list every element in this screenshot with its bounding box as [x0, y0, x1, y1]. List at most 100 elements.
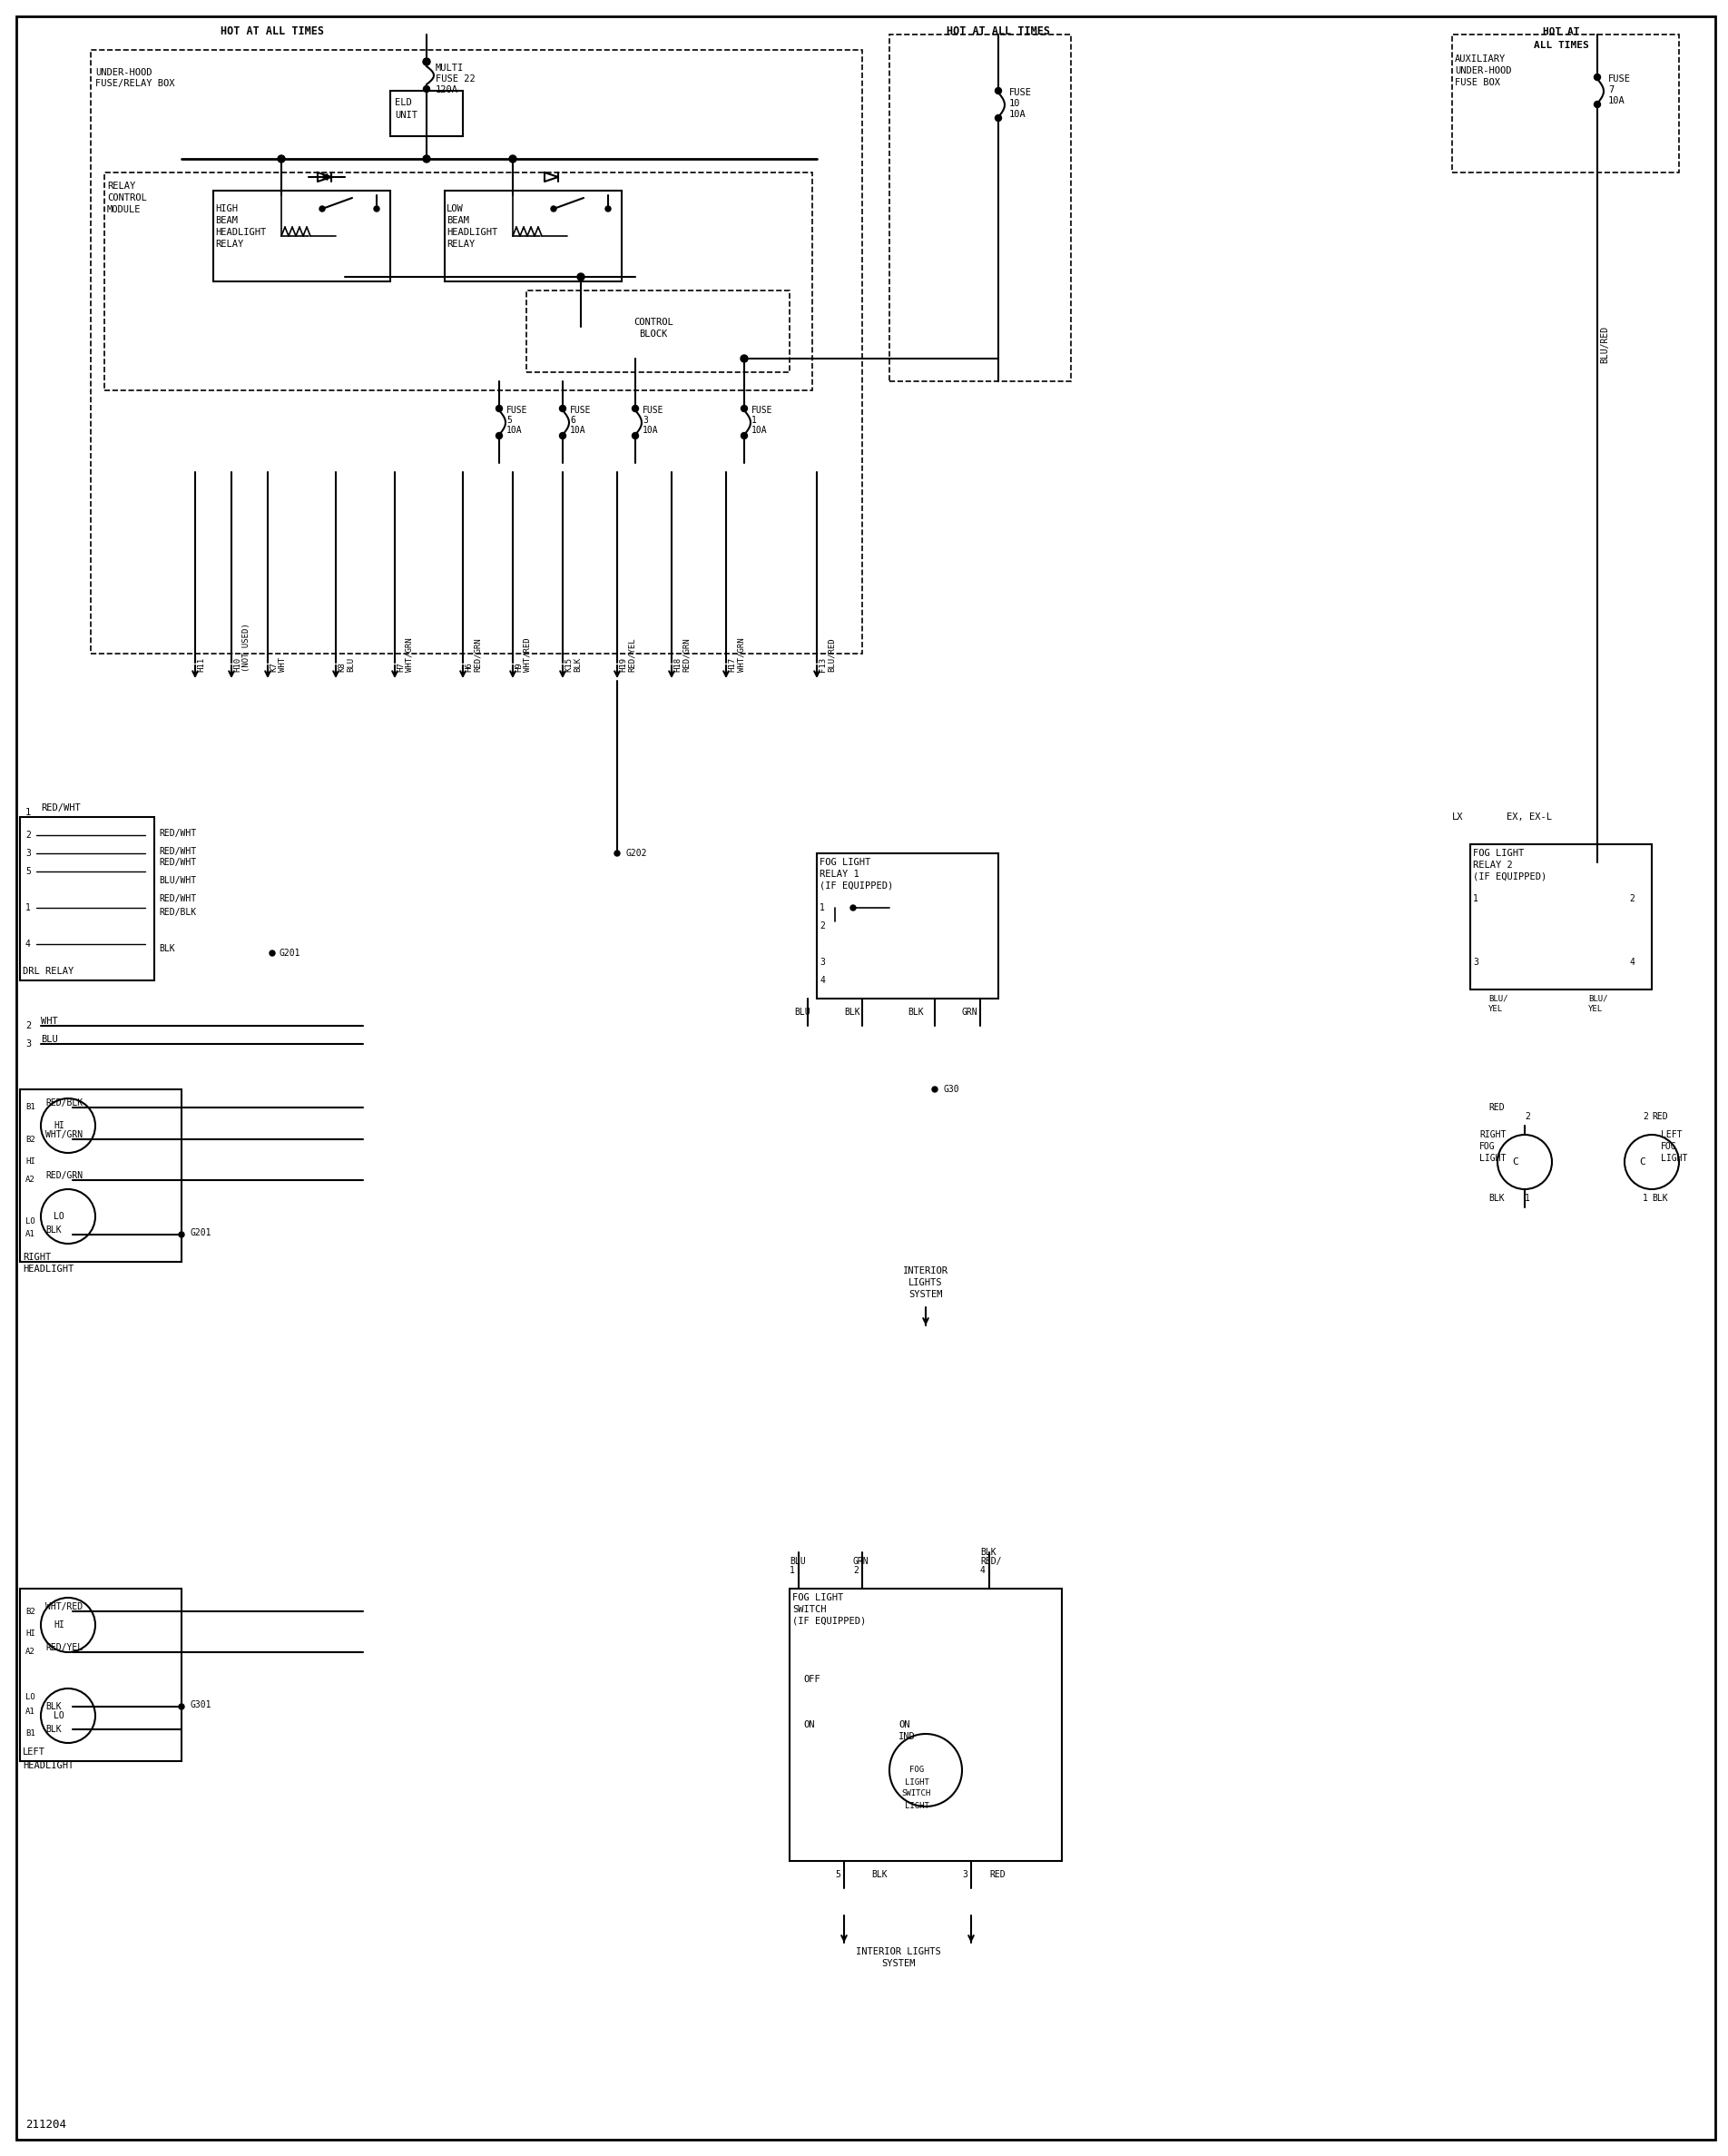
- Text: 4: 4: [819, 977, 824, 985]
- Text: 211204: 211204: [26, 2119, 66, 2130]
- Text: 3: 3: [26, 1039, 31, 1048]
- Text: INTERIOR LIGHTS: INTERIOR LIGHTS: [855, 1947, 942, 1955]
- Text: RED/YEL: RED/YEL: [627, 638, 636, 673]
- Text: 1: 1: [26, 808, 31, 817]
- Text: 5: 5: [835, 1869, 840, 1880]
- Text: FOG LIGHT: FOG LIGHT: [819, 858, 871, 867]
- Text: RED/WHT: RED/WHT: [159, 847, 197, 856]
- Text: FUSE: FUSE: [643, 405, 664, 414]
- Text: LIGHT: LIGHT: [904, 1802, 930, 1809]
- Text: HEADLIGHT: HEADLIGHT: [22, 1266, 74, 1274]
- Text: 3: 3: [643, 416, 648, 425]
- Text: LIGHT: LIGHT: [1661, 1153, 1688, 1162]
- Text: UNDER-HOOD: UNDER-HOOD: [95, 69, 152, 78]
- Text: 5: 5: [506, 416, 511, 425]
- Text: 1: 1: [1472, 895, 1479, 903]
- Text: FUSE 22: FUSE 22: [435, 75, 475, 84]
- Text: 10: 10: [1009, 99, 1021, 108]
- Text: RED/GRN: RED/GRN: [45, 1171, 83, 1179]
- Text: FOG: FOG: [909, 1766, 924, 1774]
- Text: H6: H6: [465, 662, 473, 673]
- Text: G301: G301: [190, 1701, 213, 1710]
- Text: YEL: YEL: [1588, 1005, 1604, 1013]
- Text: B1: B1: [26, 1104, 35, 1112]
- Text: 1: 1: [790, 1565, 795, 1576]
- Bar: [213, 190, 391, 282]
- Circle shape: [270, 951, 275, 955]
- Text: HIGH: HIGH: [214, 205, 238, 213]
- Circle shape: [577, 274, 584, 280]
- Text: ON: ON: [804, 1720, 814, 1729]
- Text: LX: LX: [1452, 813, 1464, 821]
- Text: RELAY: RELAY: [446, 239, 475, 248]
- Text: 10A: 10A: [570, 425, 586, 436]
- Text: BLK: BLK: [871, 1869, 886, 1880]
- Circle shape: [551, 207, 556, 211]
- Text: HOT AT ALL TIMES: HOT AT ALL TIMES: [947, 26, 1051, 37]
- Text: HI: HI: [54, 1121, 64, 1130]
- Text: RED/GRN: RED/GRN: [473, 638, 482, 673]
- Text: UNIT: UNIT: [394, 110, 418, 121]
- Circle shape: [178, 1703, 185, 1710]
- Text: RED/WHT: RED/WHT: [41, 804, 81, 813]
- Text: 3: 3: [1472, 957, 1479, 966]
- Text: RED/WHT: RED/WHT: [159, 858, 197, 867]
- Text: LO: LO: [26, 1692, 35, 1701]
- Text: HI: HI: [54, 1621, 64, 1630]
- Text: A2: A2: [26, 1647, 35, 1656]
- Circle shape: [605, 207, 610, 211]
- Text: AUXILIARY: AUXILIARY: [1455, 54, 1505, 63]
- Text: HOT AT: HOT AT: [1543, 28, 1579, 37]
- Text: DRL RELAY: DRL RELAY: [22, 966, 74, 977]
- Text: SYSTEM: SYSTEM: [881, 1960, 916, 1968]
- Bar: [790, 1589, 1061, 1861]
- Circle shape: [560, 433, 565, 440]
- Text: G201: G201: [190, 1229, 213, 1238]
- Text: WHT: WHT: [41, 1018, 57, 1026]
- Text: K15: K15: [565, 658, 572, 673]
- Text: FOG LIGHT: FOG LIGHT: [793, 1593, 843, 1602]
- Text: BLK: BLK: [45, 1225, 62, 1235]
- Text: RIGHT: RIGHT: [1479, 1130, 1507, 1138]
- Text: LO: LO: [26, 1216, 35, 1225]
- Text: 5: 5: [26, 867, 31, 875]
- Text: LEFT: LEFT: [22, 1749, 45, 1757]
- Text: (IF EQUIPPED): (IF EQUIPPED): [1472, 871, 1547, 880]
- Text: RED/: RED/: [980, 1557, 1002, 1565]
- Text: INTERIOR: INTERIOR: [904, 1266, 949, 1276]
- Text: WHT/RED: WHT/RED: [45, 1602, 83, 1611]
- Text: SWITCH: SWITCH: [793, 1604, 826, 1615]
- Text: B2: B2: [26, 1136, 35, 1143]
- Circle shape: [1595, 101, 1600, 108]
- Text: 4: 4: [1630, 957, 1635, 966]
- Text: BLK: BLK: [1488, 1194, 1505, 1203]
- Text: BLU/WHT: BLU/WHT: [159, 875, 197, 886]
- Text: 10A: 10A: [506, 425, 522, 436]
- Text: BLU/: BLU/: [1588, 994, 1607, 1003]
- Text: A1: A1: [26, 1231, 35, 1240]
- Text: 1: 1: [26, 903, 31, 912]
- Bar: [391, 91, 463, 136]
- Text: HOT AT ALL TIMES: HOT AT ALL TIMES: [221, 26, 325, 37]
- Text: WHT/GRN: WHT/GRN: [406, 638, 413, 673]
- Text: LOW: LOW: [446, 205, 463, 213]
- Text: RED: RED: [1652, 1112, 1668, 1121]
- Text: UNDER-HOOD: UNDER-HOOD: [1455, 67, 1512, 75]
- Text: LEFT: LEFT: [1661, 1130, 1681, 1138]
- Text: C: C: [1640, 1158, 1645, 1166]
- Bar: [890, 34, 1071, 382]
- Text: 1: 1: [819, 903, 824, 912]
- Text: 3: 3: [819, 957, 824, 966]
- Text: ELD: ELD: [394, 97, 411, 108]
- Circle shape: [1595, 73, 1600, 80]
- Text: BEAM: BEAM: [446, 216, 470, 224]
- Bar: [92, 50, 862, 653]
- Text: RED/BLK: RED/BLK: [159, 908, 197, 916]
- Text: 6: 6: [570, 416, 575, 425]
- Circle shape: [496, 405, 503, 412]
- Text: 7: 7: [1609, 86, 1614, 95]
- Text: GRN: GRN: [854, 1557, 869, 1565]
- Text: BLU: BLU: [790, 1557, 805, 1565]
- Text: HI: HI: [26, 1158, 35, 1166]
- Text: RED/WHT: RED/WHT: [159, 828, 197, 839]
